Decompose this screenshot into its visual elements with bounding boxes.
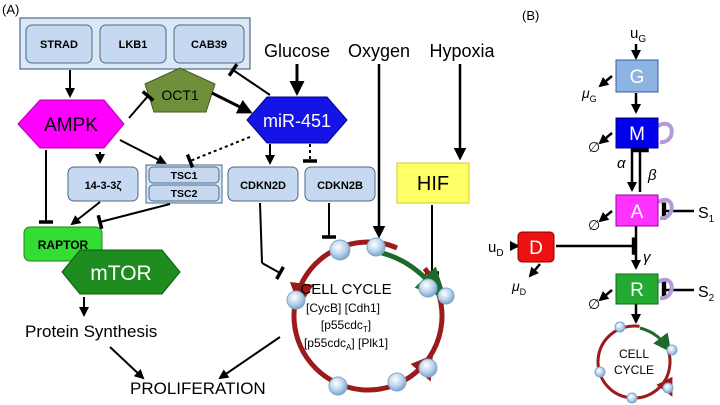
glucose-label: Glucose xyxy=(264,41,330,61)
s1-label: S1 xyxy=(698,205,715,225)
alpha-label: α xyxy=(617,155,626,172)
cdkn2b-node xyxy=(304,166,376,202)
ampk-label: AMPK xyxy=(44,115,98,136)
cell-cycle-title: CELL CYCLE xyxy=(300,281,391,298)
cdkn2b-label: CDKN2B xyxy=(317,180,363,192)
d-node xyxy=(517,231,555,263)
cell-cycle-a xyxy=(286,237,455,396)
tsc1-label: TSC1 xyxy=(171,170,198,182)
cell-cycle-b xyxy=(594,321,678,404)
cell-cycle-line1: [CycB] [Cdh1] xyxy=(306,301,380,315)
hypoxia-label: Hypoxia xyxy=(429,41,495,61)
hif-node xyxy=(396,162,470,204)
panel-a-edges xyxy=(39,63,467,380)
a-node xyxy=(615,194,659,227)
self-loops xyxy=(657,121,674,301)
r-label: R xyxy=(630,280,644,301)
d-label: D xyxy=(529,238,543,259)
oxygen-label: Oxygen xyxy=(348,41,410,61)
strad-node xyxy=(25,24,93,64)
p14-3-3-label: 14-3-3ζ xyxy=(85,180,122,192)
tsc2-node xyxy=(148,184,220,202)
beta-label: β xyxy=(647,167,657,184)
cdkn2d-node xyxy=(227,166,299,202)
cell-cycle-line2: [p55cdcT] xyxy=(321,318,371,334)
mu-g-label: μG xyxy=(581,85,597,104)
lkb1-node xyxy=(99,24,167,64)
tsc1-node xyxy=(148,166,220,184)
empty-set-m: ∅ xyxy=(588,139,600,155)
proliferation-label: PROLIFERATION xyxy=(130,379,266,398)
cell-cycle-b-line1: CELL xyxy=(619,347,649,361)
r-node xyxy=(615,273,659,305)
ug-label: uG xyxy=(630,25,646,45)
raptor-label: RAPTOR xyxy=(38,238,89,252)
cab39-label: CAB39 xyxy=(191,39,227,51)
panel-b-label: (B) xyxy=(522,8,539,23)
s2-label: S2 xyxy=(698,284,715,304)
empty-set-r: ∅ xyxy=(588,296,600,312)
mtor-label: mTOR xyxy=(90,262,151,285)
empty-set-a: ∅ xyxy=(588,217,600,233)
m-label: M xyxy=(629,124,645,145)
g-node xyxy=(615,59,659,93)
lkb1-label: LKB1 xyxy=(119,39,148,51)
a-label: A xyxy=(631,202,644,223)
hif-label: HIF xyxy=(417,173,449,195)
panel-b-edges xyxy=(510,44,694,324)
gamma-label: γ xyxy=(643,249,652,266)
panel-a-dotted-edges xyxy=(185,136,317,169)
tsc2-label: TSC2 xyxy=(171,188,198,200)
mir451-label: miR-451 xyxy=(263,111,331,131)
protein-synthesis-label: Protein Synthesis xyxy=(25,322,157,341)
oct1-label: OCT1 xyxy=(161,87,199,103)
cab39-node xyxy=(173,24,245,64)
panel-a-label: (A) xyxy=(2,2,19,17)
g-label: G xyxy=(630,67,645,88)
mtor-node xyxy=(61,249,181,295)
cdkn2d-label: CDKN2D xyxy=(240,180,286,192)
m-node xyxy=(615,117,659,149)
ampk-node xyxy=(17,99,125,149)
ud-label: uD xyxy=(488,239,504,259)
p14-3-3-node xyxy=(67,166,139,202)
cell-cycle-line3: [p55cdcA] [Plk1] xyxy=(304,336,388,352)
mir451-node xyxy=(246,96,348,144)
mu-d-label: μD xyxy=(511,278,527,297)
oct1-node xyxy=(144,67,216,113)
strad-label: STRAD xyxy=(40,39,78,51)
cell-cycle-b-line2: CYCLE xyxy=(614,363,654,377)
